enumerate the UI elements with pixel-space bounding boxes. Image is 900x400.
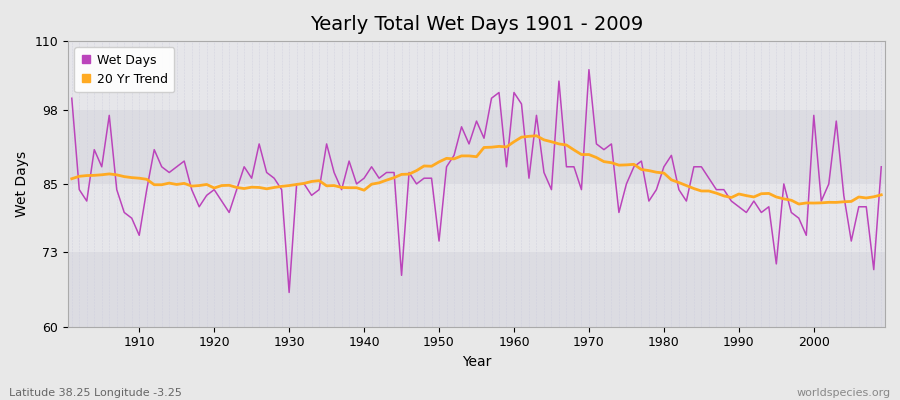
Bar	[68, 110, 885, 184]
20 Yr Trend	[876, 192, 886, 197]
Wet Days	[126, 216, 137, 220]
20 Yr Trend	[67, 176, 77, 181]
Legend: Wet Days, 20 Yr Trend: Wet Days, 20 Yr Trend	[75, 47, 174, 92]
Wet Days	[876, 164, 886, 169]
Wet Days	[284, 290, 294, 295]
Bar	[68, 41, 885, 110]
Wet Days	[583, 67, 594, 72]
Wet Days	[299, 182, 310, 186]
20 Yr Trend	[531, 133, 542, 138]
Wet Days	[344, 159, 355, 164]
20 Yr Trend	[292, 182, 302, 187]
Text: worldspecies.org: worldspecies.org	[796, 388, 891, 398]
Bar	[68, 252, 885, 327]
Y-axis label: Wet Days: Wet Days	[15, 151, 29, 217]
20 Yr Trend	[508, 139, 519, 144]
X-axis label: Year: Year	[462, 355, 491, 369]
Text: Latitude 38.25 Longitude -3.25: Latitude 38.25 Longitude -3.25	[9, 388, 182, 398]
20 Yr Trend	[337, 185, 347, 190]
Wet Days	[614, 210, 625, 215]
Line: 20 Yr Trend: 20 Yr Trend	[72, 136, 881, 204]
20 Yr Trend	[126, 175, 137, 180]
Line: Wet Days: Wet Days	[72, 70, 881, 292]
20 Yr Trend	[606, 160, 616, 165]
Wet Days	[67, 96, 77, 101]
Title: Yearly Total Wet Days 1901 - 2009: Yearly Total Wet Days 1901 - 2009	[310, 15, 644, 34]
Wet Days	[516, 102, 526, 106]
Bar	[68, 184, 885, 252]
20 Yr Trend	[794, 202, 805, 206]
Wet Days	[508, 90, 519, 95]
20 Yr Trend	[501, 144, 512, 149]
